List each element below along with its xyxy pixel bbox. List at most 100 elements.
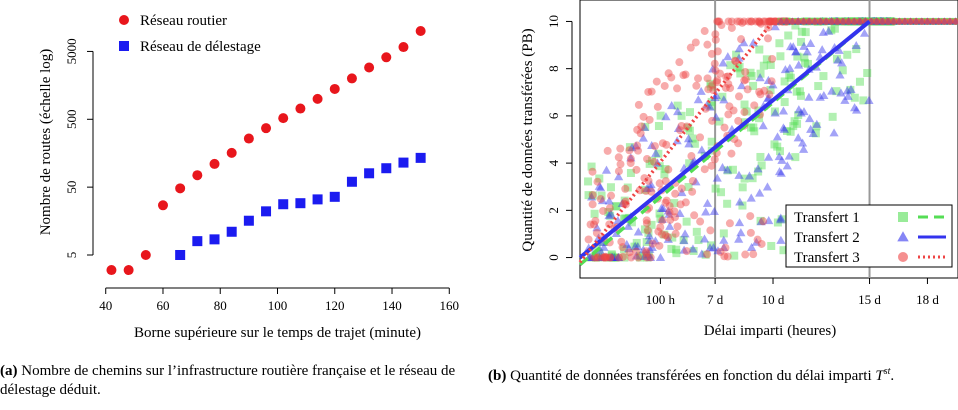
point-transfer-1 [647,220,656,229]
point-transfer-1 [620,245,629,254]
point-transfer-3 [673,222,682,231]
point-transfer-1 [748,174,757,183]
point-transfer-3 [753,235,762,244]
point-transfer-2 [734,218,745,227]
point-transfer-3 [724,17,733,26]
point-transfer-1 [707,101,716,110]
point-transfer-2 [819,90,829,100]
point-transfer-3 [755,17,764,26]
point-transfer-1 [679,235,688,244]
point-transfer-2 [772,132,783,141]
point-transfer-1 [686,108,695,117]
point-transfer-3 [655,179,664,188]
point-transfer-3 [703,74,712,83]
point-transfer-3 [761,17,770,26]
point-transfer-2 [627,143,637,152]
point-transfer-3 [645,115,654,124]
point-transfer-1 [780,77,789,86]
point-transfer-3 [696,217,705,226]
point-transfer-3 [720,123,729,132]
point-transfer-3 [765,90,774,99]
point-transfer-1 [832,87,841,96]
point-transfer-2 [746,193,756,202]
caption-b-math: Tst [875,366,890,384]
y-tick-label-a: 5 [64,252,79,259]
saturation-point-3 [895,17,903,25]
point-transfer-1 [626,169,635,178]
point-transfer-1 [611,202,620,211]
x-tick-label-a: 100 [268,298,288,313]
point-transfer-1 [850,93,859,102]
point-transfer-1 [777,215,786,224]
point-transfer-3 [731,57,740,66]
point-transfer-2 [663,206,673,215]
x-tick-label-b: 100 h [646,292,676,307]
point-transfer-2 [796,108,806,117]
y-axis-label-a: Nombre de routes (échelle log) [38,49,54,236]
point-transfer-3 [740,108,749,117]
legend-label-a: Réseau routier [140,13,227,29]
point-transfer-3 [643,226,652,235]
point-transfer-3 [763,34,772,43]
point-transfer-3 [596,194,605,203]
point-transfer-1 [773,218,782,227]
point-transfer-1 [728,165,737,174]
point-transfer-3 [720,252,729,261]
point-transfer-1 [632,238,641,247]
point-transfer-3 [731,56,740,65]
point-transfer-2 [664,209,674,218]
point-transfer-3 [666,215,675,224]
point-transfer-1 [648,156,657,165]
point-transfer-3 [601,252,610,261]
point-transfer-2 [764,216,774,225]
saturation-point-3 [788,17,796,25]
point-transfer-3 [671,189,680,198]
y-tick-label-b: 0 [546,254,561,261]
point-transfer-1 [654,121,663,130]
point-transfer-3 [735,17,744,26]
point-transfer-2 [647,242,657,252]
point-transfer-2 [609,252,619,262]
point-road [106,265,117,276]
point-transfer-1 [655,209,664,218]
point-transfer-2 [696,86,706,95]
point-transfer-1 [655,162,664,171]
point-transfer-1 [677,111,686,120]
point-transfer-1 [793,52,802,61]
point-transfer-3 [590,220,599,229]
point-transfer-1 [723,199,732,208]
point-transfer-2 [751,237,761,246]
point-transfer-3 [721,243,730,252]
point-transfer-2 [613,252,623,262]
point-transfer-1 [602,253,611,262]
point-transfer-3 [704,85,713,94]
point-transfer-2 [586,192,597,201]
point-transfer-3 [641,187,650,196]
point-transfer-3 [670,213,679,222]
saturation-point-3 [816,17,824,25]
point-transfer-1 [775,147,784,156]
point-transfer-3 [658,216,667,225]
point-transfer-2 [655,252,666,262]
point-transfer-1 [604,208,613,217]
point-transfer-1 [715,117,724,126]
point-transfer-2 [799,41,809,50]
point-transfer-3 [747,17,756,26]
point-transfer-3 [665,208,674,217]
point-transfer-3 [679,71,688,80]
saturation-point-3 [940,17,948,25]
point-transfer-1 [608,251,617,260]
caption-b: (b) Quantité de données transférées en f… [488,362,943,386]
x-tick-label-a: 40 [99,298,112,313]
point-transfer-3 [691,38,700,47]
x-tick-label-a: 80 [214,298,227,313]
saturation-point-3 [901,17,909,25]
point-transfer-3 [675,58,684,67]
point-transfer-2 [734,234,744,243]
point-transfer-1 [832,54,841,63]
saturation-point-3 [777,17,785,25]
point-transfer-1 [592,243,601,252]
point-transfer-2 [697,249,707,258]
point-transfer-2 [836,88,846,97]
point-transfer-1 [779,246,788,255]
